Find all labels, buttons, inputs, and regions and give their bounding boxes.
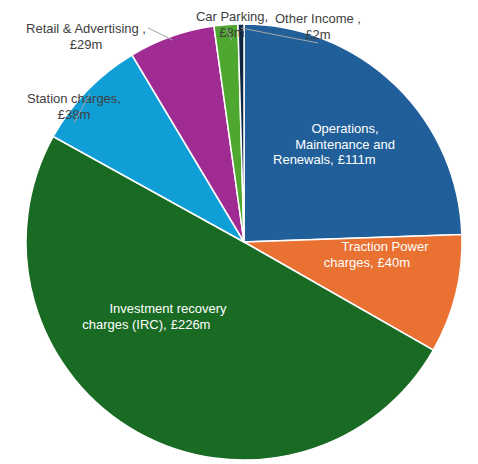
pie xyxy=(26,24,462,460)
leader-line xyxy=(241,28,318,43)
data-labels: Operations,Maintenance andRenewals, £111m… xyxy=(26,9,429,332)
pie-slice xyxy=(238,24,244,242)
label-category: Maintenance and xyxy=(295,137,395,152)
leader-lines xyxy=(74,28,318,123)
label-category: charges, xyxy=(324,255,374,270)
label-value: £38m xyxy=(58,107,91,122)
label-value: £8m xyxy=(219,25,244,40)
label-category: Operations, xyxy=(311,121,378,136)
label-value: £226m xyxy=(171,317,211,332)
leader-line xyxy=(226,29,232,41)
data-label: Investment recoverycharges (IRC), £226m xyxy=(82,301,227,332)
label-category: Other Income , xyxy=(275,11,361,26)
label-category: Renewals, xyxy=(273,152,334,167)
data-label: Operations,Maintenance andRenewals, £111m xyxy=(273,121,395,167)
leader-line xyxy=(74,93,90,123)
leader-line xyxy=(148,28,173,40)
label-category: Traction Power xyxy=(342,239,430,254)
data-label: Traction Powercharges, £40m xyxy=(324,239,429,270)
pie-slice xyxy=(244,24,462,242)
label-category: Retail & Advertising , xyxy=(26,21,146,36)
label-category: Station charges, xyxy=(27,91,121,106)
pie-slice xyxy=(214,24,244,242)
label-value: £40m xyxy=(378,255,411,270)
label-category: charges (IRC), xyxy=(82,317,167,332)
chart: Operations,Maintenance andRenewals, £111m… xyxy=(0,0,478,464)
label-category: Car Parking, xyxy=(196,9,268,24)
label-value: £2m xyxy=(305,27,330,42)
label-value: £29m xyxy=(70,37,103,52)
data-label: Station charges,£38m xyxy=(27,91,121,122)
label-category: Investment recovery xyxy=(109,301,227,316)
label-value: £111m xyxy=(338,152,376,167)
data-label: Retail & Advertising ,£29m xyxy=(26,21,146,52)
data-label: Car Parking,£8m xyxy=(196,9,268,40)
